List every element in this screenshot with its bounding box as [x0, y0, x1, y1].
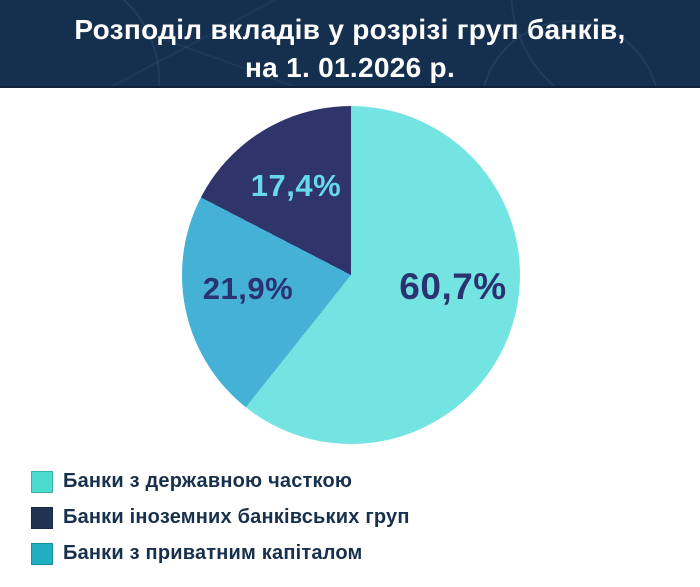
legend-swatch-private-banks: [31, 542, 53, 565]
page-title: Розподіл вкладів у розрізі груп банків, …: [0, 0, 700, 86]
pie-slice-label-state-banks: 60,7%: [399, 266, 507, 307]
pie-slice-label-foreign-banks: 17,4%: [250, 168, 342, 203]
header-banner: Розподіл вкладів у розрізі груп банків, …: [0, 0, 700, 88]
page-title-line2: на 1. 01.2026 р.: [244, 52, 456, 83]
page-title-line1: Розподіл вкладів у розрізі груп банків,: [74, 14, 626, 45]
legend-label-state-banks: Банки з державною часткою: [63, 470, 353, 492]
legend-swatch-foreign-banks: [31, 506, 53, 529]
pie-slice-label-private-banks: 21,9%: [202, 271, 294, 306]
legend-item-private-banks: Банки з приватним капіталом: [31, 542, 410, 565]
legend-label-foreign-banks: Банки іноземних банківських груп: [63, 506, 410, 528]
chart-legend: Банки з державною часткою Банки іноземни…: [31, 470, 410, 565]
legend-swatch-state-banks: [31, 470, 53, 493]
pie-chart: 60,7% 21,9% 17,4%: [182, 106, 520, 444]
legend-label-private-banks: Банки з приватним капіталом: [63, 542, 363, 564]
legend-item-state-banks: Банки з державною часткою: [31, 470, 410, 493]
legend-item-foreign-banks: Банки іноземних банківських груп: [31, 506, 410, 529]
